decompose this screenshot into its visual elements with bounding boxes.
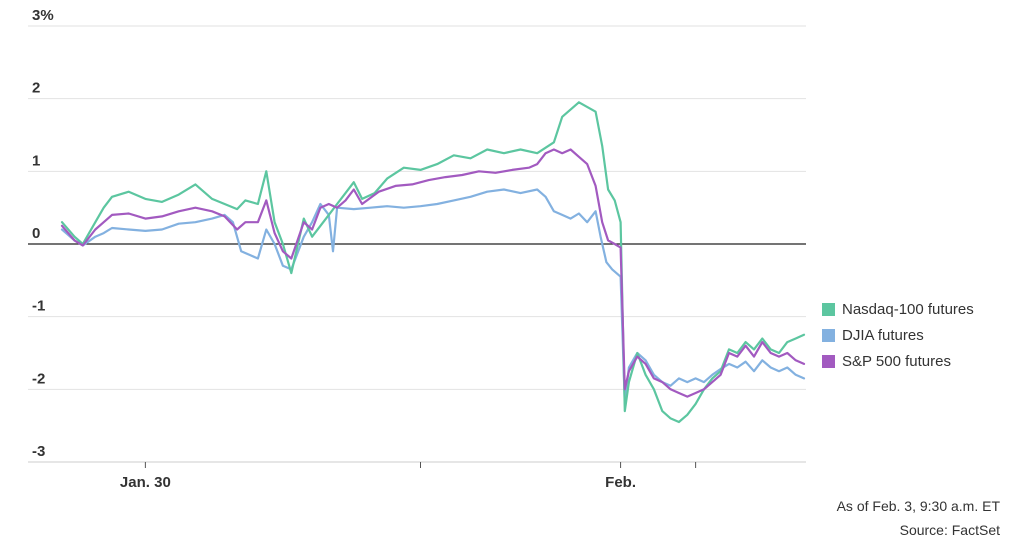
- legend-item-djia: DJIA futures: [822, 322, 974, 348]
- y-tick-label: 1: [32, 152, 40, 169]
- legend: Nasdaq-100 futures DJIA futures S&P 500 …: [822, 296, 974, 374]
- y-tick-label: -2: [32, 370, 45, 387]
- legend-item-nasdaq: Nasdaq-100 futures: [822, 296, 974, 322]
- y-tick-label: -3: [32, 443, 45, 460]
- legend-label-sp500: S&P 500 futures: [842, 352, 951, 370]
- y-tick-label: 0: [32, 225, 40, 242]
- legend-swatch-sp500: [822, 354, 835, 368]
- series-line-2: [60, 148, 806, 398]
- x-tick-label: Jan. 30: [120, 474, 171, 491]
- series-line-1: [60, 188, 806, 405]
- legend-label-djia: DJIA futures: [842, 326, 924, 344]
- legend-item-sp500: S&P 500 futures: [822, 348, 974, 374]
- series-line-0: [60, 101, 806, 424]
- legend-label-nasdaq: Nasdaq-100 futures: [842, 300, 974, 318]
- x-tick-label: Feb.: [605, 474, 636, 491]
- source-note: Source: FactSet: [899, 522, 1000, 538]
- series-lines: [60, 101, 806, 424]
- y-tick-label: -1: [32, 298, 45, 315]
- x-axis: Jan. 30 Feb.: [28, 461, 806, 491]
- y-tick-label: 3%: [32, 7, 54, 24]
- as-of-note: As of Feb. 3, 9:30 a.m. ET: [836, 498, 1000, 514]
- legend-swatch-nasdaq: [822, 302, 835, 316]
- y-axis-labels: 3% 2 1 0 -1 -2 -3: [32, 7, 54, 460]
- legend-swatch-djia: [822, 328, 835, 342]
- y-tick-label: 2: [32, 80, 40, 97]
